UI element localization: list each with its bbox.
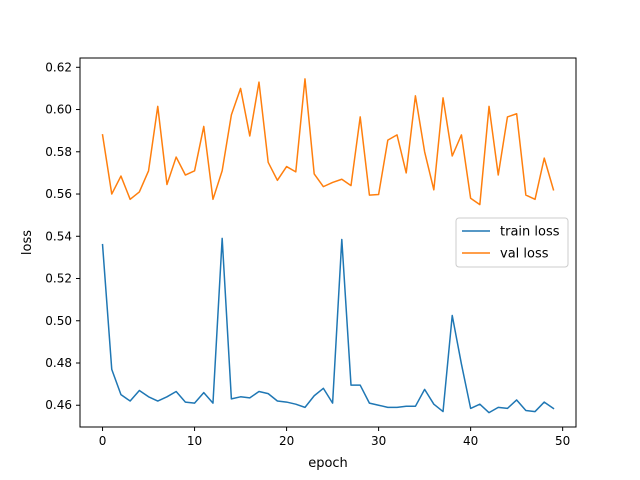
y-tick-label: 0.46 [45,398,72,412]
x-tick-label: 20 [279,434,294,448]
y-tick-label: 0.52 [45,272,72,286]
series-line-train-loss [101,237,555,414]
y-tick-label: 0.54 [45,229,72,243]
y-tick-label: 0.58 [45,145,72,159]
y-tick-label: 0.56 [45,187,72,201]
x-tick-label: 30 [371,434,386,448]
y-tick-label: 0.50 [45,314,72,328]
y-axis-ticks: 0.46 0.48 0.50 0.52 0.54 0.56 0.58 0.60 0.62 [45,60,80,412]
x-tick-label: 10 [187,434,202,448]
series-layer [101,78,555,414]
legend-label-val-loss: val loss [500,247,549,262]
y-tick-label: 0.62 [45,60,72,74]
y-tick-label: 0.60 [45,103,72,117]
legend-label-train-loss: train loss [500,225,560,240]
x-tick-label: 40 [463,434,478,448]
legend: train loss val loss [455,217,569,268]
y-axis-label: loss [20,230,35,255]
x-tick-label: 50 [555,434,570,448]
y-tick-label: 0.48 [45,356,72,370]
x-tick-label: 0 [99,434,107,448]
axes-frame [79,57,577,428]
x-axis-ticks: 0 10 20 30 40 50 [99,427,570,448]
series-line-val-loss [101,78,555,206]
x-axis-label: epoch [308,456,348,471]
